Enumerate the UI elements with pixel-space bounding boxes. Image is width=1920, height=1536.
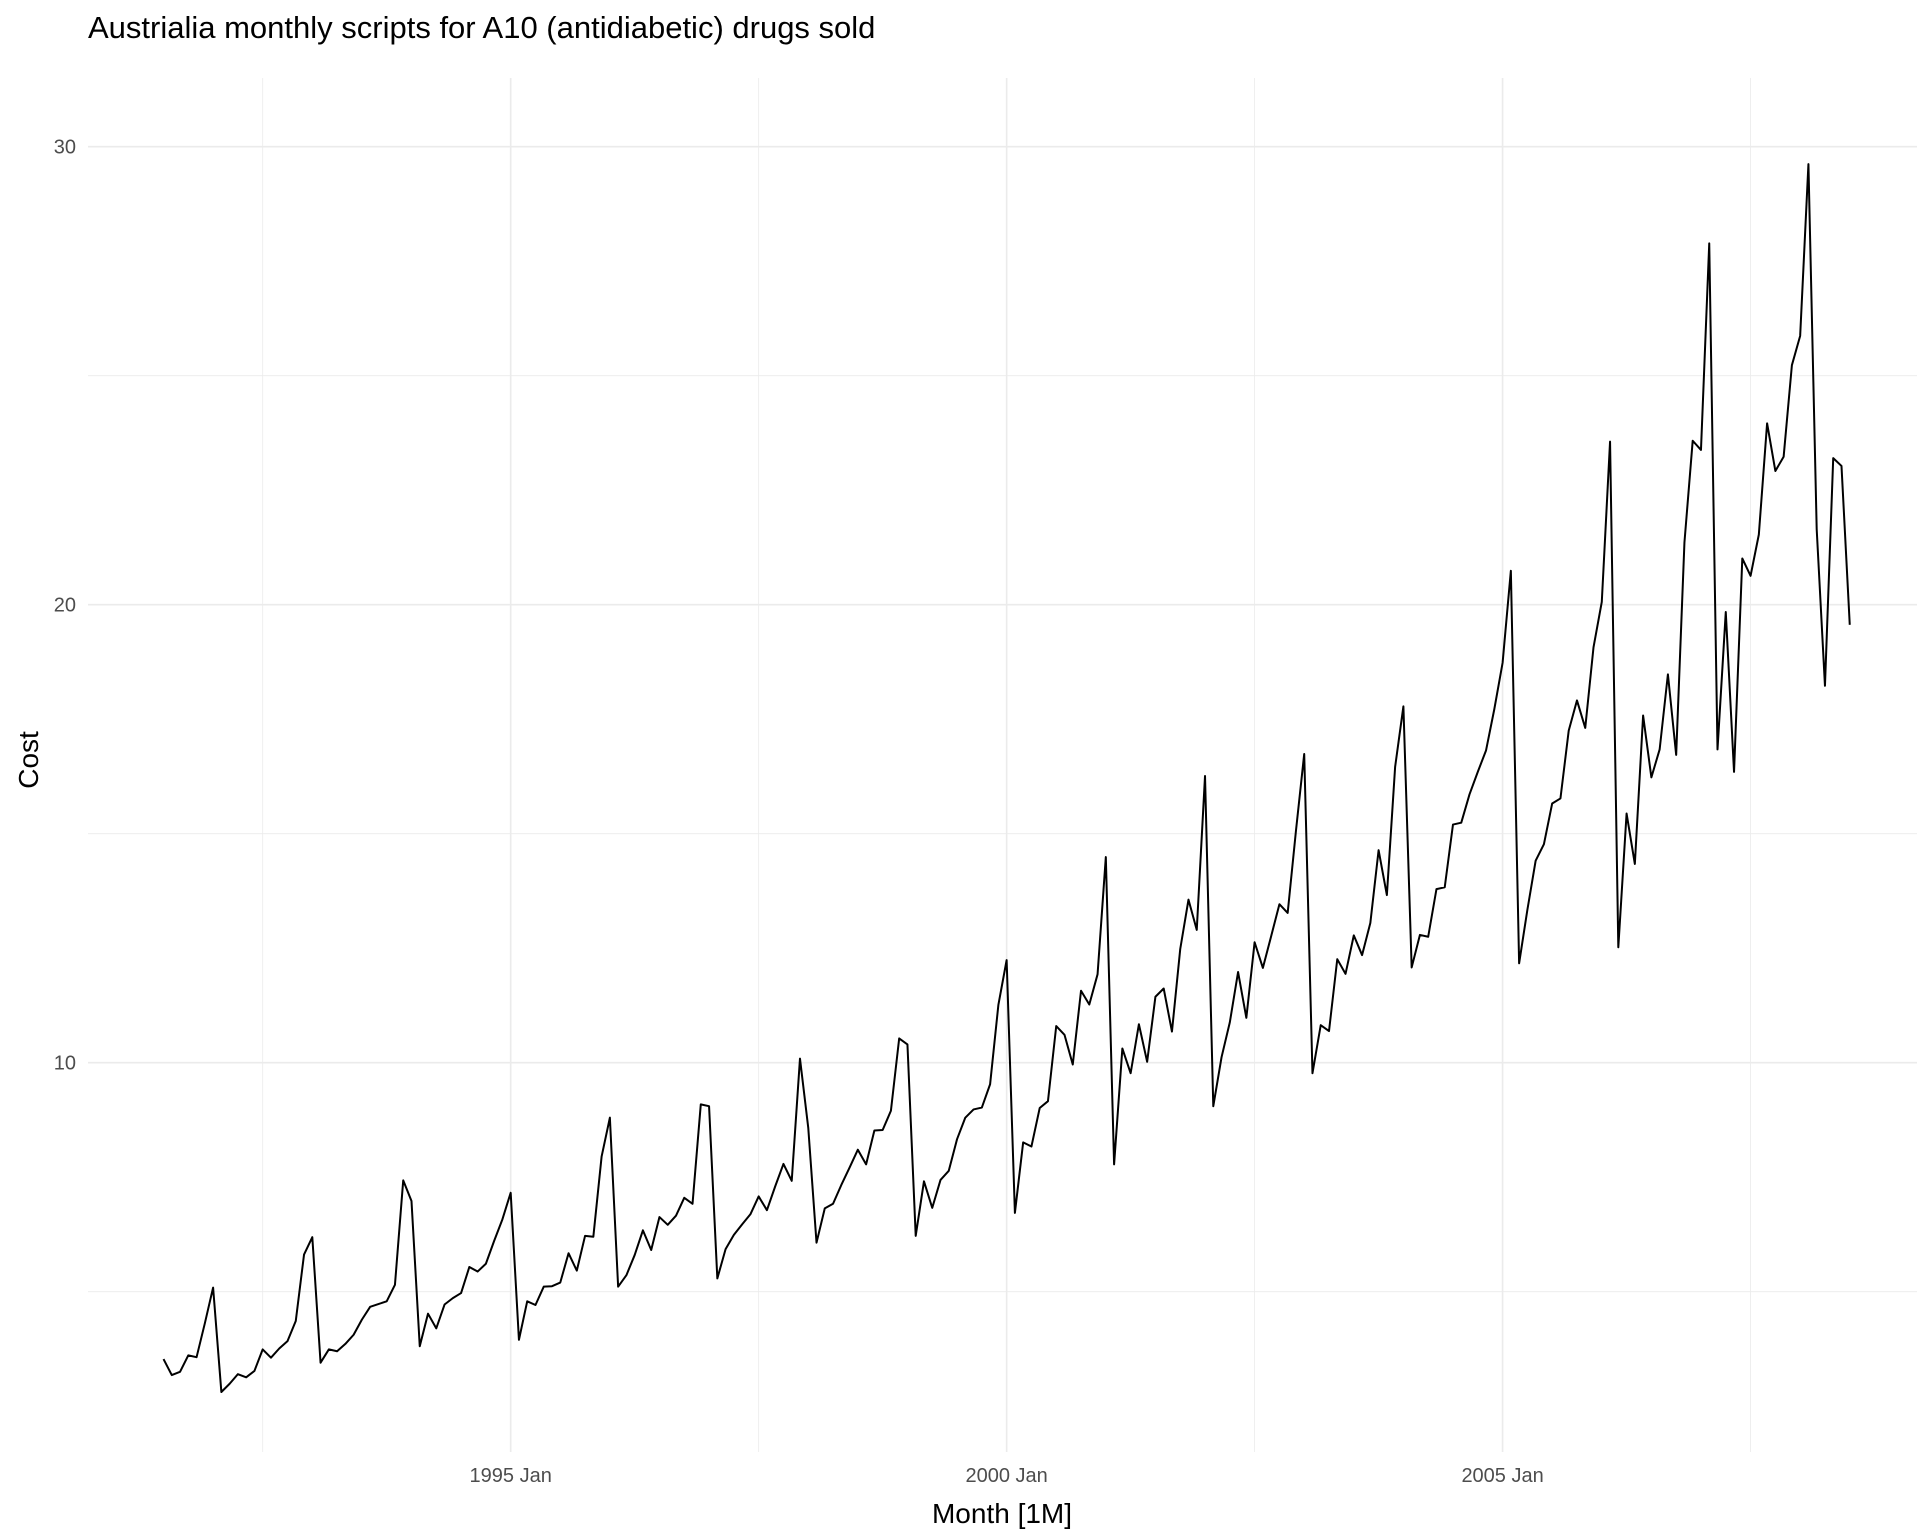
x-tick-label: 2000 Jan — [965, 1465, 1047, 1487]
x-axis-ticks: 1995 Jan 2000 Jan 2005 Jan — [470, 1465, 1544, 1487]
y-tick-label: 10 — [54, 1053, 76, 1075]
y-tick-label: 30 — [54, 137, 76, 159]
gridlines — [88, 78, 1917, 1452]
x-axis-title: Month [1M] — [932, 1498, 1072, 1529]
y-axis-ticks: 10 20 30 — [54, 137, 76, 1075]
y-axis-title: Cost — [13, 731, 44, 789]
chart-title: Austrialia monthly scripts for A10 (anti… — [88, 10, 876, 45]
x-tick-label: 1995 Jan — [470, 1465, 552, 1487]
series-line — [162, 163, 1851, 1393]
y-tick-label: 20 — [54, 595, 76, 617]
x-tick-label: 2005 Jan — [1461, 1465, 1543, 1487]
